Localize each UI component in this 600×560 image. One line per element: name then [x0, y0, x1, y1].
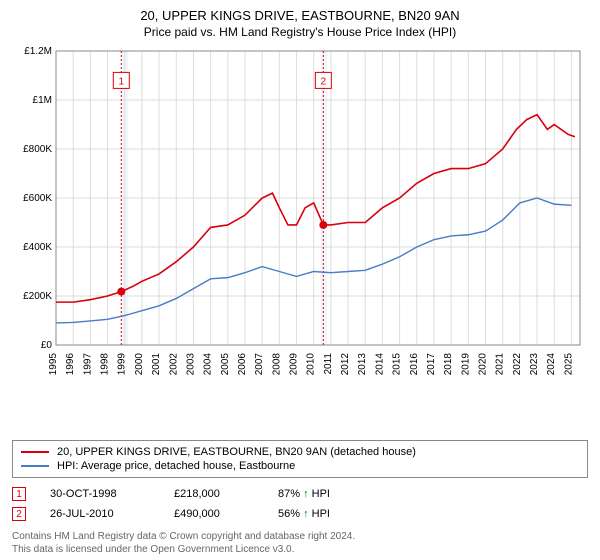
legend-label: 20, UPPER KINGS DRIVE, EASTBOURNE, BN20 … [57, 446, 416, 458]
legend-item: HPI: Average price, detached house, East… [21, 459, 579, 473]
footer-line: Contains HM Land Registry data © Crown c… [12, 530, 588, 543]
y-tick-label: £800K [23, 144, 52, 155]
x-tick-label: 2000 [134, 353, 145, 376]
marker-number: 2 [321, 76, 327, 87]
x-tick-label: 2024 [546, 353, 557, 376]
marker-table: 1 30-OCT-1998 £218,000 87% ↑ HPI 2 26-JUL-201… [12, 484, 588, 524]
series-price_paid [56, 115, 575, 302]
marker-row: 1 30-OCT-1998 £218,000 87% ↑ HPI [12, 484, 588, 504]
x-tick-label: 2003 [185, 353, 196, 376]
x-tick-label: 2022 [512, 353, 523, 376]
x-tick-label: 2001 [151, 353, 162, 376]
y-tick-label: £1.2M [24, 46, 52, 57]
x-tick-label: 2017 [426, 353, 437, 376]
x-tick-label: 2015 [392, 353, 403, 376]
x-tick-label: 2023 [529, 353, 540, 376]
marker-row-box: 1 [12, 487, 26, 501]
line-chart: £0 £200K £400K £600K £800K £1M £1.2M 1995 1996 19… [12, 45, 588, 385]
x-tick-label: 1997 [82, 353, 93, 376]
x-tick-label: 2021 [495, 353, 506, 376]
x-tick-label: 2005 [220, 353, 231, 376]
y-tick-label: £600K [23, 193, 52, 204]
y-tick-label: £1M [33, 95, 52, 106]
marker-dot [319, 221, 327, 229]
y-tick-label: £400K [23, 242, 52, 253]
x-tick-label: 1995 [48, 353, 59, 376]
marker-row-box: 2 [12, 507, 26, 521]
y-tick-label: £0 [41, 340, 53, 351]
x-tick-label: 1996 [65, 353, 76, 376]
legend-swatch [21, 465, 49, 467]
marker-price: £218,000 [174, 488, 254, 500]
x-tick-label: 2014 [374, 353, 385, 376]
x-tick-label: 2018 [443, 353, 454, 376]
x-tick-label: 2011 [323, 353, 334, 375]
footer-line: This data is licensed under the Open Gov… [12, 543, 588, 556]
x-tick-label: 2008 [271, 353, 282, 376]
marker-price: £490,000 [174, 508, 254, 520]
x-tick-label: 1998 [100, 353, 111, 376]
x-tick-label: 2004 [203, 353, 214, 376]
x-tick-label: 2009 [289, 353, 300, 376]
chart-area: £0 £200K £400K £600K £800K £1M £1.2M 1995 1996 19… [12, 45, 588, 434]
x-tick-label: 2002 [168, 353, 179, 376]
x-tick-label: 2016 [409, 353, 420, 376]
legend: 20, UPPER KINGS DRIVE, EASTBOURNE, BN20 … [12, 440, 588, 478]
x-tick-label: 2019 [460, 353, 471, 376]
marker-pct: 87% ↑ HPI [278, 488, 330, 500]
marker-date: 26-JUL-2010 [50, 508, 150, 520]
marker-dot [117, 288, 125, 296]
chart-subtitle: Price paid vs. HM Land Registry's House … [12, 25, 588, 39]
legend-swatch [21, 451, 49, 453]
legend-item: 20, UPPER KINGS DRIVE, EASTBOURNE, BN20 … [21, 445, 579, 459]
x-tick-label: 2012 [340, 353, 351, 376]
x-tick-label: 2010 [306, 353, 317, 376]
x-tick-label: 2020 [478, 353, 489, 376]
x-tick-label: 2006 [237, 353, 248, 376]
marker-row: 2 26-JUL-2010 £490,000 56% ↑ HPI [12, 504, 588, 524]
x-tick-label: 2013 [357, 353, 368, 376]
x-tick-label: 2025 [563, 353, 574, 376]
marker-date: 30-OCT-1998 [50, 488, 150, 500]
footer-attribution: Contains HM Land Registry data © Crown c… [12, 530, 588, 556]
chart-title: 20, UPPER KINGS DRIVE, EASTBOURNE, BN20 … [12, 8, 588, 23]
x-tick-label: 1999 [117, 353, 128, 376]
y-tick-label: £200K [23, 291, 52, 302]
legend-label: HPI: Average price, detached house, East… [57, 460, 295, 472]
marker-number: 1 [119, 76, 125, 87]
marker-pct: 56% ↑ HPI [278, 508, 330, 520]
x-tick-label: 2007 [254, 353, 265, 376]
